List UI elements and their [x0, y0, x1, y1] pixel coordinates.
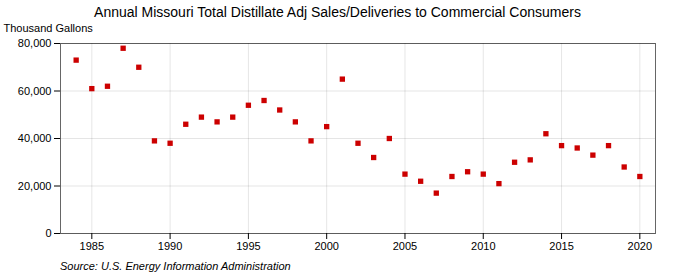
svg-text:80,000: 80,000 [18, 37, 52, 49]
svg-text:2020: 2020 [628, 240, 652, 252]
svg-text:0: 0 [45, 227, 51, 239]
html-text:Source: U.S. Energy Informatio: Source: U.S. Energy Information Administ… [60, 260, 291, 272]
svg-text:1985: 1985 [80, 240, 104, 252]
svg-text:1990: 1990 [158, 240, 182, 252]
svg-text:40,000: 40,000 [18, 132, 52, 144]
svg-text:60,000: 60,000 [18, 85, 52, 97]
svg-text:2015: 2015 [549, 240, 573, 252]
svg-text:1995: 1995 [236, 240, 260, 252]
svg-text:2010: 2010 [471, 240, 495, 252]
svg-text:20,000: 20,000 [18, 180, 52, 192]
svg-text:2000: 2000 [314, 240, 338, 252]
svg-text:2005: 2005 [393, 240, 417, 252]
svg-text:Thousand Gallons: Thousand Gallons [4, 22, 94, 34]
html-text:Annual Missouri Total Distilla: Annual Missouri Total Distillate Adj Sal… [94, 4, 581, 20]
